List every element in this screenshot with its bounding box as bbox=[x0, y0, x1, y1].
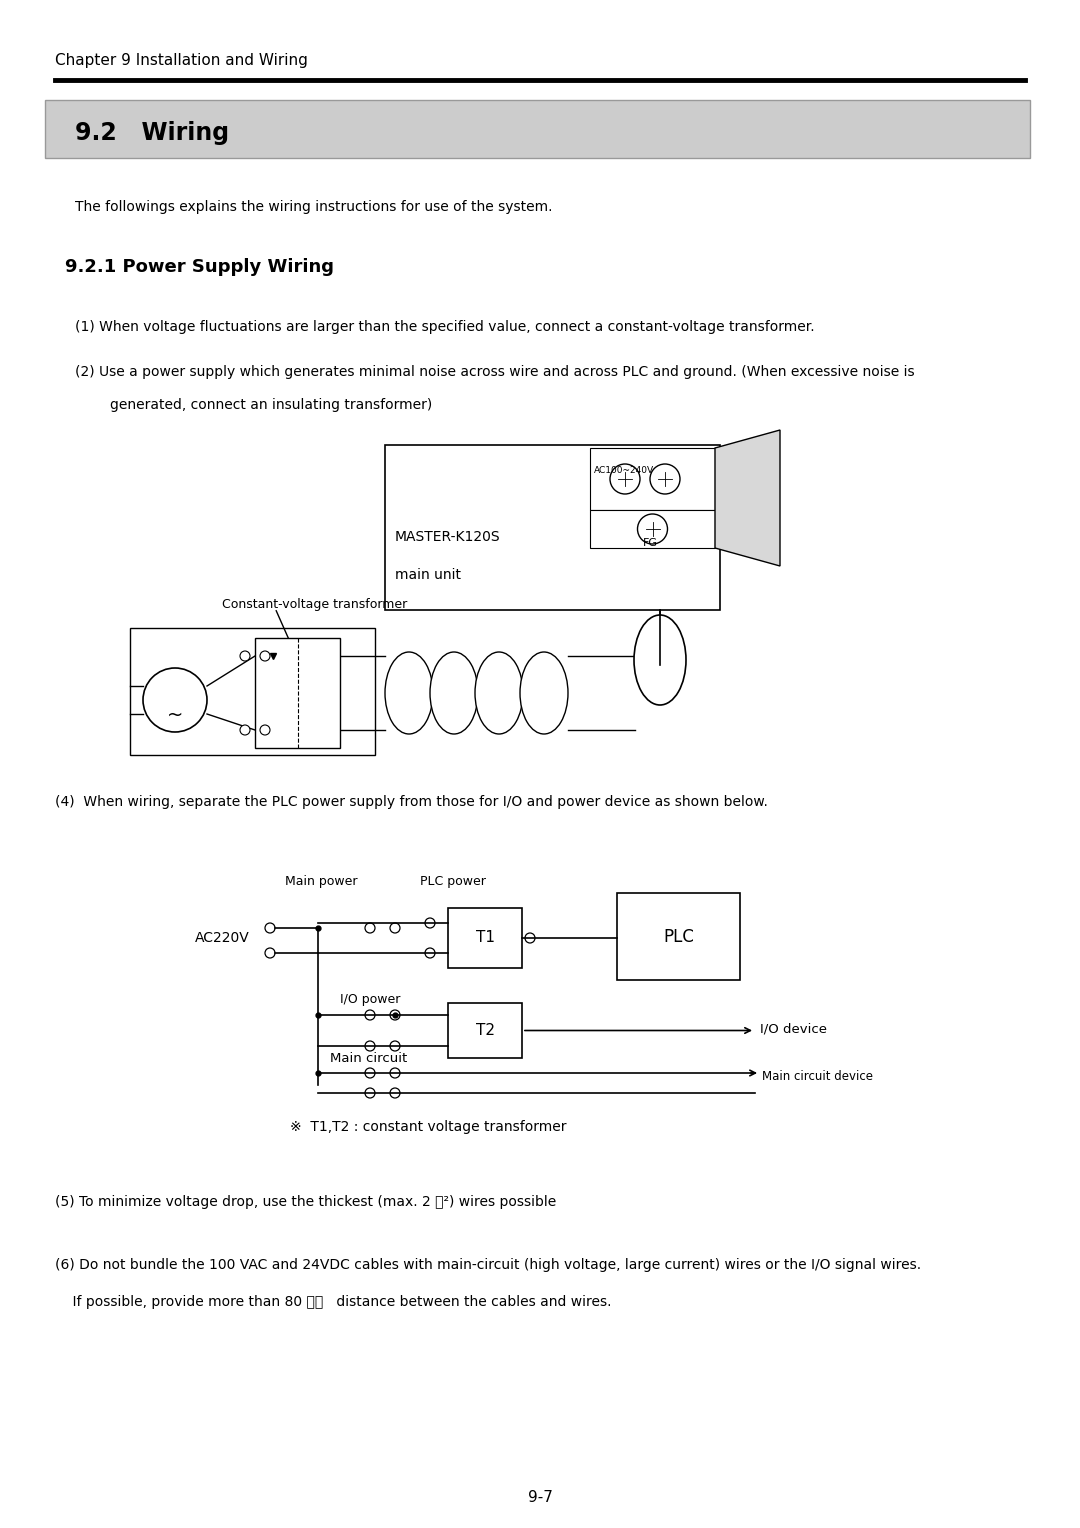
Text: Main circuit: Main circuit bbox=[330, 1051, 407, 1065]
Bar bbox=[448, 908, 522, 969]
Text: T2: T2 bbox=[475, 1024, 495, 1038]
Text: The followings explains the wiring instructions for use of the system.: The followings explains the wiring instr… bbox=[75, 200, 553, 214]
Text: I/O device: I/O device bbox=[760, 1022, 827, 1036]
Bar bbox=[448, 1002, 522, 1057]
Text: Constant-voltage transformer: Constant-voltage transformer bbox=[222, 597, 407, 611]
Text: (2) Use a power supply which generates minimal noise across wire and across PLC : (2) Use a power supply which generates m… bbox=[75, 365, 915, 379]
Circle shape bbox=[390, 1010, 400, 1021]
Bar bbox=[255, 639, 340, 749]
Circle shape bbox=[260, 651, 270, 662]
Ellipse shape bbox=[384, 652, 433, 733]
Text: T1: T1 bbox=[475, 931, 495, 946]
Text: I/O power: I/O power bbox=[340, 993, 401, 1005]
Text: AC220V: AC220V bbox=[195, 931, 249, 944]
Text: Chapter 9 Installation and Wiring: Chapter 9 Installation and Wiring bbox=[55, 53, 308, 69]
Circle shape bbox=[637, 513, 667, 544]
Ellipse shape bbox=[634, 614, 686, 704]
Ellipse shape bbox=[430, 652, 478, 733]
Text: (4)  When wiring, separate the PLC power supply from those for I/O and power dev: (4) When wiring, separate the PLC power … bbox=[55, 795, 768, 808]
Text: PLC power: PLC power bbox=[420, 876, 486, 888]
Circle shape bbox=[525, 934, 535, 943]
Text: ~: ~ bbox=[167, 706, 184, 724]
Text: MASTER-K120S: MASTER-K120S bbox=[395, 530, 501, 544]
Circle shape bbox=[426, 918, 435, 927]
Text: 9-7: 9-7 bbox=[527, 1490, 553, 1505]
Circle shape bbox=[365, 1088, 375, 1099]
Bar bbox=[617, 892, 740, 979]
Bar bbox=[384, 445, 720, 610]
Bar bbox=[45, 99, 1030, 157]
Text: FG: FG bbox=[643, 538, 658, 549]
Bar bbox=[590, 510, 715, 549]
Text: ※  T1,T2 : constant voltage transformer: ※ T1,T2 : constant voltage transformer bbox=[291, 1120, 567, 1134]
Text: If possible, provide more than 80 ㎜㎜   distance between the cables and wires.: If possible, provide more than 80 ㎜㎜ dis… bbox=[55, 1296, 611, 1309]
Circle shape bbox=[650, 465, 680, 494]
Circle shape bbox=[265, 947, 275, 958]
Text: (6) Do not bundle the 100 VAC and 24VDC cables with main-circuit (high voltage, : (6) Do not bundle the 100 VAC and 24VDC … bbox=[55, 1258, 921, 1271]
Text: PLC: PLC bbox=[663, 927, 694, 946]
Polygon shape bbox=[715, 429, 780, 565]
Circle shape bbox=[426, 947, 435, 958]
Text: 9.2   Wiring: 9.2 Wiring bbox=[75, 121, 229, 145]
Text: (1) When voltage fluctuations are larger than the specified value, connect a con: (1) When voltage fluctuations are larger… bbox=[75, 319, 814, 335]
Text: Main circuit device: Main circuit device bbox=[762, 1070, 873, 1083]
Ellipse shape bbox=[519, 652, 568, 733]
Circle shape bbox=[265, 923, 275, 934]
Text: AC100~240V: AC100~240V bbox=[594, 466, 654, 475]
Circle shape bbox=[390, 1041, 400, 1051]
Ellipse shape bbox=[475, 652, 523, 733]
Circle shape bbox=[365, 923, 375, 934]
Circle shape bbox=[390, 923, 400, 934]
Circle shape bbox=[260, 724, 270, 735]
Text: (5) To minimize voltage drop, use the thickest (max. 2 ㎜²) wires possible: (5) To minimize voltage drop, use the th… bbox=[55, 1195, 556, 1209]
Text: Main power: Main power bbox=[285, 876, 357, 888]
Circle shape bbox=[610, 465, 640, 494]
Text: generated, connect an insulating transformer): generated, connect an insulating transfo… bbox=[75, 397, 432, 413]
Circle shape bbox=[143, 668, 207, 732]
Circle shape bbox=[390, 1088, 400, 1099]
Text: main unit: main unit bbox=[395, 568, 461, 582]
Circle shape bbox=[240, 724, 249, 735]
Circle shape bbox=[390, 1068, 400, 1077]
Circle shape bbox=[365, 1010, 375, 1021]
Bar bbox=[590, 448, 715, 510]
Circle shape bbox=[365, 1068, 375, 1077]
Circle shape bbox=[240, 651, 249, 662]
Bar bbox=[130, 628, 375, 755]
Text: 9.2.1 Power Supply Wiring: 9.2.1 Power Supply Wiring bbox=[65, 258, 334, 277]
Circle shape bbox=[365, 1041, 375, 1051]
